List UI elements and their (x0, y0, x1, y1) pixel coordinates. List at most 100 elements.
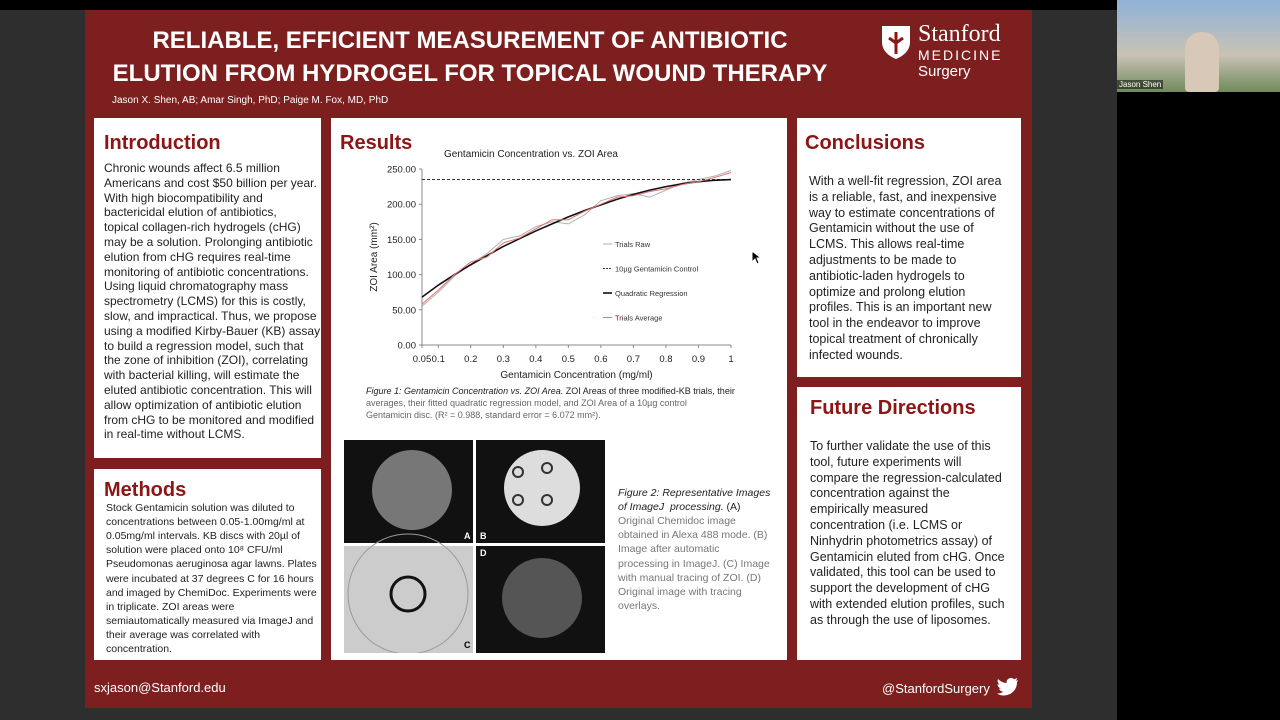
text-line: LCMS. This allows real-time (809, 237, 965, 252)
logo-shield (882, 26, 910, 59)
series-line (421, 169, 732, 307)
text-line: the zone of inhibition (ZOI), correlatin… (104, 353, 309, 368)
future-panel (797, 387, 1021, 660)
x-tick-label: 0.4 (529, 354, 542, 365)
text-line: and imaged by ChemiDoc. Experiments were (106, 586, 317, 599)
text-line: as through the use of liposomes. (810, 612, 991, 627)
x-tick-label: 0.05 (413, 354, 432, 365)
text-line: Gentamicin eluted from cHG. Once (810, 549, 1005, 564)
y-tick-label: 250.00 (387, 165, 416, 176)
text-line: compare the regression-calculated (810, 470, 1002, 485)
text-line: their average was correlated with (106, 628, 261, 641)
text-line: Americans and cost $50 billion per year. (104, 175, 317, 190)
methods-heading: Methods (104, 479, 187, 501)
text-line: semiautomatically measured via ImageJ an… (106, 614, 314, 627)
logo-medicine: MEDICINE (918, 47, 1003, 63)
caption-text: averages, their fitted quadratic regress… (366, 398, 687, 408)
text-line: bactericidal elution of antibiotics, (104, 205, 277, 220)
y-tick-label: 200.00 (387, 200, 416, 211)
text-line: topical collagen-rich hydrogels (cHG) (104, 220, 301, 235)
text-line: concentrations between 0.05-1.00mg/ml at (106, 516, 305, 529)
x-tick-label: 0.3 (497, 354, 510, 365)
poster-title: RELIABLE, EFFICIENT MEASUREMENT OF ANTIB… (100, 24, 840, 90)
caption-label: Figure 1: Gentamicin Concentration vs. Z… (366, 386, 564, 396)
intro-panel (94, 118, 321, 458)
text-line: Ninhydrin photometrics assay) of (810, 533, 993, 548)
text-line: is a reliable, fast, and inexpensive (809, 189, 997, 204)
x-tick-label: 0.5 (562, 354, 575, 365)
intro-heading: Introduction (104, 132, 221, 154)
image-label: C (464, 640, 471, 650)
text-line: using a modified Kirby-Bauer (KB) assay (104, 323, 321, 338)
x-axis-label: Gentamicin Concentration (mg/ml) (500, 370, 652, 381)
legend-label: 10µg Gentamicin Control (615, 265, 698, 274)
text-line: With high biocompatibility and (104, 190, 263, 205)
footer-email: sxjason@Stanford.edu (94, 680, 226, 695)
chart-title: Gentamicin Concentration vs. ZOI Area (444, 149, 618, 160)
cursor (752, 251, 762, 265)
text-line: Gentamicin without the use of (809, 221, 974, 236)
text-line: with extended elution profiles, such (810, 597, 1005, 611)
text-line: allow optimization of antibiotic elution (104, 397, 302, 412)
y-tick-label: 150.00 (387, 235, 416, 246)
conclusions-panel (797, 118, 1021, 377)
text-line: To further validate the use of this (810, 439, 991, 453)
chart: Gentamicin Concentration vs. ZOI Area 0.0… (369, 149, 734, 381)
person (1185, 32, 1219, 92)
text-line: to build a regression model, such that (104, 338, 304, 353)
caption-text: Original Chemidoc image (618, 515, 736, 528)
image-label: D (480, 548, 487, 558)
text-line: Chronic wounds affect 6.5 million (104, 161, 280, 175)
x-tick-label: 0.1 (432, 354, 445, 365)
future-heading: Future Directions (810, 397, 976, 419)
series-line (421, 178, 732, 298)
text-line: Using liquid chromatography mass (104, 279, 289, 294)
caption-text: Gentamicin disc. (R² = 0.988, standard e… (366, 410, 601, 420)
caption-text: Image after automatic (618, 543, 720, 556)
y-axis-label: ZOI Area (mm²) (369, 222, 380, 291)
video-tile: Jason Shen (1117, 0, 1280, 92)
side-bar (1117, 0, 1280, 720)
results-heading: Results (340, 132, 413, 154)
caption-text: obtained in Alexa 488 mode. (B) (618, 529, 768, 542)
x-tick-label: 0.6 (594, 354, 607, 365)
text-line: were incubated at 37 degrees C for 16 ho… (106, 572, 314, 585)
text-line: tool in the endeavor to improve (809, 316, 981, 331)
caption-text: (A) (723, 501, 741, 514)
x-tick-label: 1 (728, 354, 733, 365)
logo-surgery: Surgery (918, 63, 971, 80)
x-tick-label: 0.9 (692, 354, 705, 365)
text-line: concentration. (106, 643, 172, 655)
title-line: RELIABLE, EFFICIENT MEASUREMENT OF ANTIB… (152, 27, 788, 54)
text-line: spectrometry (LCMS) for this is costly, (104, 294, 306, 309)
text-line: support the development of cHG (810, 581, 990, 596)
logo-stanford: Stanford (918, 21, 1001, 47)
caption-text: overlays. (618, 599, 661, 612)
text-line: tool, future experiments will (810, 454, 962, 469)
twitter-icon (997, 678, 1018, 696)
conclusions-heading: Conclusions (805, 132, 926, 154)
caption: Figure 1: Gentamicin Concentration vs. Z… (366, 386, 735, 396)
caption-label: Figure 2: Representative Images (618, 487, 771, 499)
legend-label: Trials Average (615, 314, 663, 323)
text-line: With a well-fit regression, ZOI area (809, 174, 1002, 188)
text-line: in real-time without LCMS. (104, 427, 245, 442)
text-line: empirically measured (810, 502, 929, 517)
y-tick-label: 100.00 (387, 270, 416, 281)
footer-handle: @StanfordSurgery (882, 681, 990, 696)
text-line: may be a solution. Prolonging antibiotic (104, 235, 313, 249)
text-line: validated, this tool can be used to (810, 565, 996, 580)
series-line (421, 172, 732, 305)
x-tick-label: 0.8 (659, 354, 672, 365)
text-line: optimize and prolong elution (809, 284, 966, 299)
text-line: infected wounds. (809, 347, 903, 362)
title-line: ELUTION FROM HYDROGEL FOR TOPICAL WOUND … (112, 60, 828, 87)
text-line: adjustments to be made to (809, 253, 957, 267)
figure-images: A B C D (344, 440, 605, 653)
text-line: eluted antibiotic concentration. This wi… (104, 383, 312, 397)
text-line: 0.05mg/ml intervals. KB discs with 20µl … (106, 530, 300, 543)
image-label: B (480, 531, 487, 541)
legend-label: Quadratic Regression (615, 289, 688, 298)
text-line: in triplicate. ZOI areas were (106, 600, 235, 613)
